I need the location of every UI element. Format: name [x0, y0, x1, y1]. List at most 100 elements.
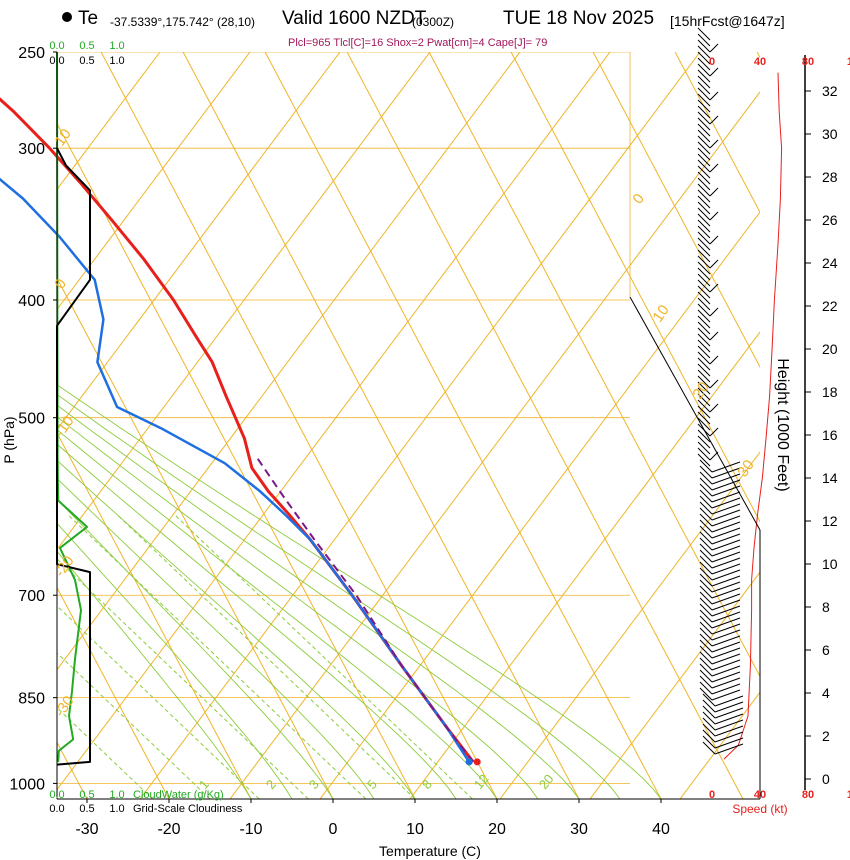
mixing-ratio-line: [115, 513, 416, 799]
wind-barb: [697, 393, 711, 407]
wind-barb-flag: [711, 473, 741, 485]
wind-barb: [699, 471, 713, 485]
height-tick-label: 24: [822, 255, 838, 271]
station-coords: -37.5339°,175.742° (28,10): [110, 15, 256, 29]
speed-tick-top: 40: [754, 56, 766, 68]
wind-barb: [699, 477, 713, 491]
cloudiness-scale-top: 0.0: [49, 55, 64, 67]
moist-adiabat: [57, 393, 621, 799]
isotherm-label: 30: [734, 457, 757, 480]
isotherm-line: [182, 52, 580, 799]
height-tick-label: 12: [822, 513, 838, 529]
wind-barb-flag: [711, 557, 741, 569]
wind-barb: [699, 603, 713, 617]
moist-adiabat: [57, 404, 580, 799]
wind-barb: [699, 633, 713, 647]
height-tick-label: 16: [822, 427, 838, 443]
wind-barb-flag: [711, 611, 741, 623]
y-tick-label: 700: [18, 588, 45, 605]
cloudiness-scale-top: 0.5: [79, 55, 94, 67]
wind-barb: [699, 573, 713, 587]
wind-barb: [697, 117, 711, 131]
mixing-ratio-line: [66, 513, 367, 799]
isotherm-line: [57, 277, 334, 799]
adiabat-line: [57, 52, 341, 431]
wind-barb: [699, 615, 713, 629]
plot-frame: [56, 52, 806, 800]
isotherm-label: 10: [51, 126, 74, 149]
mixing-ratio-line: [173, 513, 473, 799]
wind-barb: [697, 429, 711, 443]
wind-barb-flag: [709, 259, 719, 269]
x-tick-label: 30: [570, 821, 588, 838]
cloudiness-label: Grid-Scale Cloudiness: [133, 803, 243, 815]
isotherm-line: [510, 52, 760, 523]
wind-barb: [697, 63, 711, 77]
isotherm-line: [346, 52, 744, 799]
wind-barb: [697, 351, 711, 365]
isotherm-label: -10: [51, 413, 77, 441]
wind-barb: [697, 87, 711, 101]
cloud-water-label: CloudWater (g/Kg): [133, 789, 224, 801]
wind-barb-flag: [711, 677, 741, 689]
wind-barb: [697, 369, 711, 383]
moist-adiabat: [57, 429, 498, 799]
wind-barb: [697, 45, 711, 59]
wind-barb: [699, 525, 713, 539]
wind-barb: [697, 309, 711, 323]
speed-tick-top: 0: [709, 56, 715, 68]
valid-time: Valid 1600 NZDT: [282, 8, 427, 29]
wind-barb: [697, 33, 711, 47]
wind-barb-flag: [711, 623, 741, 635]
y-tick-label: 400: [18, 293, 45, 310]
wind-barb: [697, 27, 711, 41]
isotherm-line: [57, 122, 416, 799]
wind-barb-flag: [709, 43, 719, 53]
wind-barb: [697, 243, 711, 257]
adiabat-line: [57, 52, 161, 191]
cloud-water-scale-top: 0.0: [49, 40, 64, 52]
wind-barb-flag: [711, 647, 741, 659]
speed-tick-bottom: 40: [754, 789, 766, 801]
moist-adiabat: [57, 416, 539, 799]
cloud-water-scale-top: 0.5: [79, 40, 94, 52]
wind-barb-flag: [711, 659, 741, 671]
height-tick-label: 8: [822, 599, 830, 615]
height-tick-label: 32: [822, 83, 838, 99]
speed-label: Speed (kt): [732, 802, 787, 816]
wind-barb: [699, 531, 713, 545]
wind-barb: [697, 195, 711, 209]
wind-barb: [697, 267, 711, 281]
dewpoint-line: [0, 177, 471, 763]
wind-barb-flag: [714, 713, 744, 725]
height-tick-label: 18: [822, 384, 838, 400]
height-tick-label: 10: [822, 556, 838, 572]
wind-barb: [699, 459, 713, 473]
wind-barb-flag: [711, 539, 741, 551]
wind-barb: [697, 297, 711, 311]
wind-barb-flag: [709, 235, 719, 245]
height-tick-label: 0: [822, 771, 830, 787]
cloudiness-scale-bottom: 0.0: [49, 803, 64, 815]
wind-barb: [699, 549, 713, 563]
wind-barb: [699, 495, 713, 509]
wind-barb-flag: [709, 139, 719, 149]
wind-barb: [697, 75, 711, 89]
height-tick-label: 22: [822, 298, 838, 314]
isotherm-label: 0: [51, 276, 70, 293]
adiabat-line: [57, 52, 251, 311]
wind-barb: [697, 339, 711, 353]
wind-barb-flag: [709, 115, 719, 125]
adiabat-line: [589, 571, 760, 799]
wind-barb: [697, 255, 711, 269]
parcel-line: [256, 457, 474, 763]
wind-barb: [697, 453, 711, 467]
wind-barb: [697, 321, 711, 335]
wind-barb-flag: [711, 527, 741, 539]
wind-barb: [699, 645, 713, 659]
sounding-curves: [0, 27, 783, 766]
isotherm-line: [756, 52, 760, 59]
wind-barb: [697, 441, 711, 455]
height-tick-label: 30: [822, 126, 838, 142]
wind-barb: [697, 213, 711, 227]
